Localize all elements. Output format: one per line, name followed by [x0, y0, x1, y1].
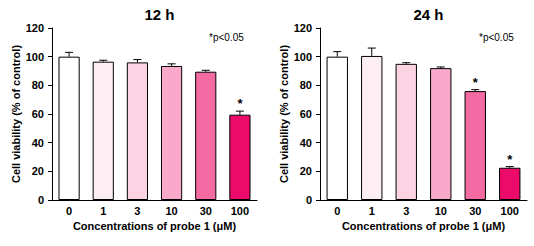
svg-text:100: 100: [501, 205, 519, 217]
svg-text:20: 20: [32, 165, 44, 177]
svg-text:30: 30: [200, 205, 212, 217]
svg-text:0: 0: [66, 205, 72, 217]
svg-text:24 h: 24 h: [413, 6, 443, 23]
svg-text:*p<0.05: *p<0.05: [209, 32, 244, 43]
svg-text:80: 80: [300, 79, 312, 91]
svg-text:40: 40: [32, 137, 44, 149]
svg-text:30: 30: [469, 205, 481, 217]
svg-text:120: 120: [26, 22, 44, 34]
svg-text:3: 3: [134, 205, 140, 217]
svg-text:40: 40: [300, 137, 312, 149]
svg-text:60: 60: [300, 108, 312, 120]
svg-text:3: 3: [403, 205, 409, 217]
svg-text:1: 1: [369, 205, 375, 217]
svg-text:100: 100: [294, 51, 312, 63]
svg-text:Concentrations of probe 1 (μM): Concentrations of probe 1 (μM): [342, 220, 506, 232]
svg-text:60: 60: [32, 108, 44, 120]
svg-text:12 h: 12 h: [144, 6, 174, 23]
svg-text:*: *: [473, 75, 479, 90]
svg-text:*: *: [237, 96, 243, 111]
svg-text:1: 1: [100, 205, 106, 217]
svg-text:80: 80: [32, 79, 44, 91]
svg-text:Concentrations of probe 1 (μM): Concentrations of probe 1 (μM): [73, 220, 237, 232]
svg-text:0: 0: [306, 194, 312, 206]
svg-text:Cell viability (% of control): Cell viability (% of control): [10, 45, 22, 183]
svg-text:0: 0: [38, 194, 44, 206]
svg-text:*: *: [507, 152, 513, 167]
svg-text:120: 120: [294, 22, 312, 34]
svg-text:10: 10: [165, 205, 177, 217]
svg-text:0: 0: [334, 205, 340, 217]
svg-text:*p<0.05: *p<0.05: [479, 32, 514, 43]
svg-text:100: 100: [26, 51, 44, 63]
svg-text:20: 20: [300, 165, 312, 177]
svg-text:10: 10: [435, 205, 447, 217]
svg-text:Cell viability (% of control): Cell viability (% of control): [278, 45, 290, 183]
svg-text:100: 100: [231, 205, 249, 217]
